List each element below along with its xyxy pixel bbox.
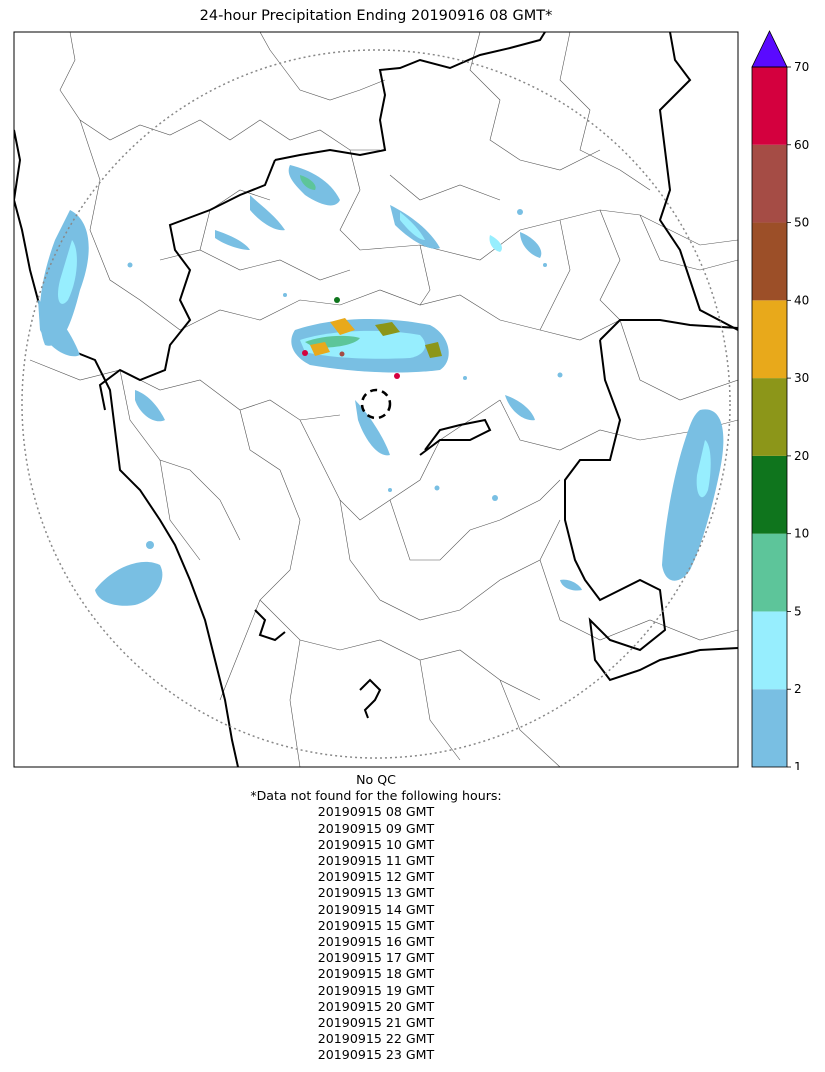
missing-hour: 20190915 16 GMT [317, 934, 435, 950]
qc-note: No QC [356, 772, 396, 787]
missing-hour: 20190915 11 GMT [317, 853, 435, 869]
missing-hour: 20190915 09 GMT [317, 820, 435, 836]
missing-hour: 20190915 20 GMT [317, 998, 435, 1014]
colorbar-tick-label: 30 [794, 371, 809, 385]
missing-hour: 20190915 19 GMT [317, 982, 435, 998]
colorbar-segment [752, 533, 787, 612]
colorbar-tick-label: 10 [794, 527, 809, 541]
missing-hour: 20190915 18 GMT [317, 966, 435, 982]
missing-hour: 20190915 22 GMT [317, 1031, 435, 1047]
missing-hour: 20190915 10 GMT [317, 836, 435, 852]
missing-hour: 20190915 15 GMT [317, 917, 435, 933]
colorbar-tick-label: 5 [794, 604, 802, 618]
missing-hour: 20190915 23 GMT [317, 1047, 435, 1063]
missing-data-header: *Data not found for the following hours: [250, 788, 502, 804]
colorbar-tick-label: 2 [794, 682, 802, 696]
colorbar-segment [752, 300, 787, 379]
precipitation-field [38, 165, 724, 606]
colorbar-tick-label: 1 [794, 760, 802, 770]
colorbar-segment [752, 689, 787, 767]
missing-hour: 20190915 13 GMT [317, 885, 435, 901]
colorbar: 1 2 5 10 20 30 40 50 60 70 [751, 30, 809, 770]
colorbar-tick-label: 20 [794, 449, 809, 463]
colorbar-extend-arrow [751, 30, 788, 68]
missing-hour: 20190915 14 GMT [317, 901, 435, 917]
missing-hour: 20190915 08 GMT [317, 804, 435, 820]
map-background [14, 32, 738, 767]
missing-hour: 20190915 21 GMT [317, 1015, 435, 1031]
colorbar-tick-label: 40 [794, 293, 809, 307]
radar-range-ring [21, 49, 731, 759]
colorbar-segment [752, 144, 787, 223]
radar-precipitation-map: 1 2 5 10 20 30 40 50 60 70 [13, 30, 809, 770]
colorbar-segment [752, 455, 787, 534]
map-frame [13, 31, 739, 768]
colorbar-tick-label: 50 [794, 216, 809, 230]
colorbar-segment [752, 67, 787, 145]
map-title: 24-hour Precipitation Ending 20190916 08… [199, 8, 553, 24]
colorbar-segment [752, 222, 787, 301]
missing-hour: 20190915 17 GMT [317, 950, 435, 966]
radar-site-marker [360, 388, 392, 420]
colorbar-segment [752, 611, 787, 690]
notes-block: No QC *Data not found for the following … [14, 772, 738, 1064]
district-boundaries [29, 32, 738, 767]
missing-hour: 20190915 12 GMT [317, 869, 435, 885]
state-boundaries [14, 32, 738, 767]
colorbar-outline [751, 66, 788, 768]
colorbar-tick-label: 70 [794, 60, 809, 74]
colorbar-tick-label: 60 [794, 138, 809, 152]
colorbar-segment [752, 378, 787, 456]
